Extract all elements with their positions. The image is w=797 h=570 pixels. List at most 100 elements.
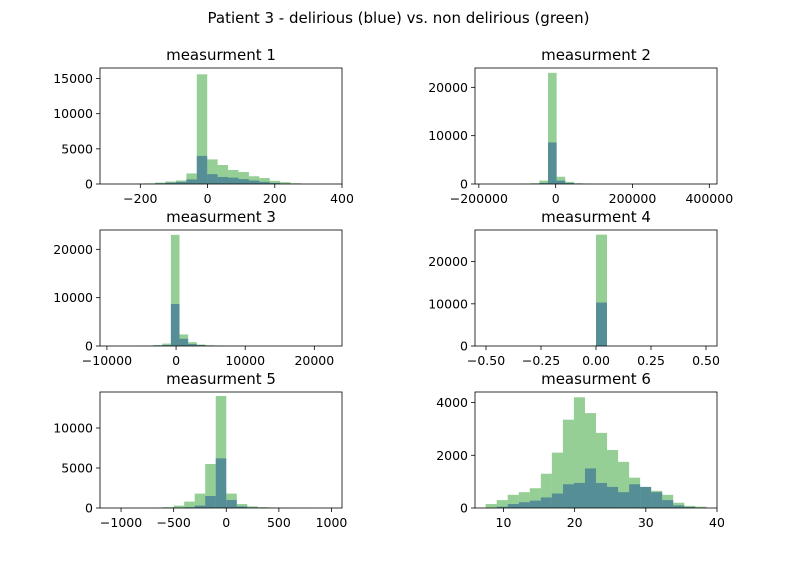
- histogram-bar: [556, 176, 566, 184]
- x-tick-label: 20000: [294, 353, 334, 368]
- series-non-delirious: [513, 72, 600, 184]
- histogram-bar: [186, 173, 197, 184]
- y-tick-label: 0: [460, 339, 468, 354]
- histogram-bar: [547, 72, 557, 184]
- histogram-bar: [207, 159, 218, 184]
- histogram-bar: [184, 501, 195, 508]
- subplot-1: measurment 1 −200 0 200 400 0 5000 10000 15000: [53, 46, 354, 206]
- histogram-bar: [228, 169, 239, 184]
- y-tick-label: 5000: [61, 461, 93, 476]
- histogram-bar: [247, 506, 258, 508]
- x-tick-label: 200000: [609, 191, 657, 206]
- x-tick-label: 0.00: [582, 353, 610, 368]
- x-tick-label: −500: [156, 515, 190, 530]
- histogram-bar: [162, 343, 171, 346]
- series-non-delirious: [485, 397, 707, 508]
- x-tick-label: 400: [330, 191, 354, 206]
- subplot-title: measurment 2: [541, 46, 651, 64]
- histogram-bar: [629, 477, 641, 508]
- x-tick-label: 200: [263, 191, 287, 206]
- x-tick-label: 40: [709, 515, 725, 530]
- histogram-bar: [507, 494, 519, 508]
- histogram-bar: [280, 182, 291, 184]
- axes-frame: [474, 67, 718, 185]
- subplot-title: measurment 3: [166, 208, 276, 226]
- axes-frame: [99, 229, 343, 347]
- series-non-delirious: [596, 234, 607, 346]
- histogram-bar: [596, 432, 608, 508]
- histogram-bar: [194, 493, 206, 508]
- histogram-bar: [196, 344, 206, 346]
- histogram-bar: [170, 234, 180, 346]
- x-tick-label: −0.25: [522, 353, 560, 368]
- y-tick-label: 5000: [61, 141, 93, 156]
- x-tick-label: 0: [222, 515, 230, 530]
- histogram-bar: [215, 396, 227, 508]
- histogram-bar: [238, 172, 249, 184]
- subplot-title: measurment 6: [541, 370, 651, 388]
- histogram-bar: [596, 234, 607, 346]
- x-tick-label: 0: [204, 191, 212, 206]
- y-tick-label: 10000: [428, 296, 468, 311]
- y-tick-label: 20000: [428, 254, 468, 269]
- histogram-bar: [188, 342, 197, 346]
- y-tick-label: 10000: [428, 128, 468, 143]
- histogram-bar: [662, 494, 674, 508]
- histogram-bar: [562, 419, 574, 508]
- x-tick-label: 1000: [316, 515, 348, 530]
- histogram-bar: [236, 504, 248, 508]
- y-tick-label: 10000: [53, 106, 93, 121]
- x-tick-label: 10000: [225, 353, 265, 368]
- subplot-2: measurment 2−200000 0 200000 40000001000020…: [428, 46, 733, 206]
- y-tick-label: 20000: [428, 80, 468, 95]
- histogram-bar: [651, 490, 663, 508]
- y-tick-label: 10000: [53, 290, 93, 305]
- x-tick-label: 0: [552, 191, 560, 206]
- subplot-title: measurment 1: [166, 46, 276, 64]
- subplot-6: measurment 6 10 20 30 40 0 2000 4000: [436, 370, 725, 530]
- y-tick-label: 0: [85, 501, 93, 516]
- axes-frame: [474, 391, 718, 509]
- histogram-bar: [684, 505, 696, 508]
- y-tick-label: 0: [460, 177, 468, 192]
- histogram-bar: [551, 452, 563, 508]
- histogram-bar: [485, 504, 497, 508]
- axes-frame: [99, 391, 343, 509]
- histogram-bar: [248, 176, 260, 184]
- histogram-bar: [618, 461, 630, 508]
- histogram-bar: [565, 181, 574, 184]
- histogram-bar: [269, 180, 281, 184]
- series-non-delirious: [136, 234, 249, 346]
- x-tick-label: 30: [638, 515, 654, 530]
- histogram-bar: [529, 488, 541, 508]
- subplots: measurment 1−200 0 200 400050001000015000me…: [53, 46, 733, 530]
- histogram-bar: [496, 500, 508, 508]
- axes-frame: [99, 67, 343, 185]
- histogram-bar: [640, 486, 652, 508]
- x-tick-label: 0.50: [692, 353, 720, 368]
- x-tick-label: 20: [567, 515, 583, 530]
- histogram-bar: [205, 464, 216, 508]
- histogram-bar: [155, 182, 166, 184]
- series-non-delirious: [152, 396, 311, 508]
- y-tick-label: 0: [85, 339, 93, 354]
- histogram-bar: [179, 334, 189, 346]
- histogram-bar: [217, 165, 229, 184]
- histogram-bar: [673, 502, 685, 508]
- histogram-bar: [518, 492, 530, 508]
- x-tick-label: −10000: [82, 353, 132, 368]
- histogram-bar: [153, 345, 163, 346]
- histogram-bar: [226, 493, 237, 508]
- histogram-bar: [539, 180, 548, 184]
- subplot-title: measurment 5: [166, 370, 276, 388]
- y-tick-label: 4000: [436, 395, 468, 410]
- histogram-bar: [196, 74, 208, 184]
- y-tick-label: 20000: [53, 242, 93, 257]
- x-tick-label: 400000: [685, 191, 733, 206]
- x-tick-label: −200000: [450, 191, 508, 206]
- y-tick-label: 0: [85, 177, 93, 192]
- y-tick-label: 2000: [436, 448, 468, 463]
- histogram-bar: [173, 505, 185, 508]
